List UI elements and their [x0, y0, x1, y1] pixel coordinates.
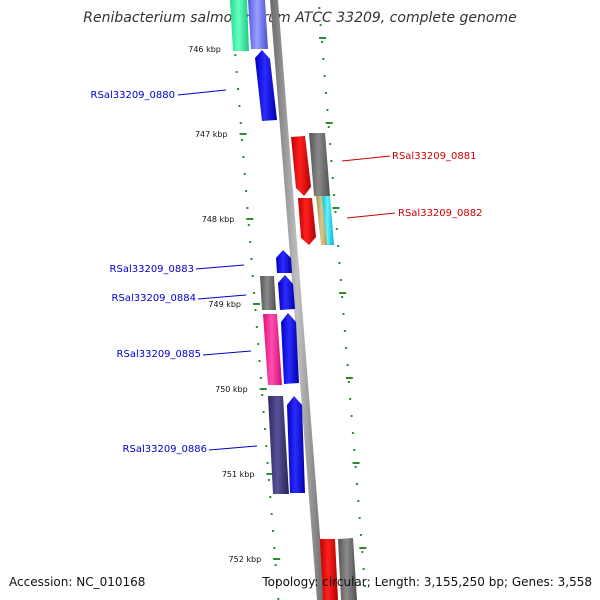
accession-info: Accession: NC_010168 — [9, 575, 145, 589]
gene-gray-0881b[interactable] — [309, 133, 330, 196]
length-label: Length: — [374, 575, 421, 589]
genome-backbone — [270, 0, 325, 600]
genes-label: Genes: — [511, 575, 554, 589]
gene-label-0885[interactable]: RSal33209_0885 — [117, 349, 201, 360]
gene-teal[interactable] — [230, 0, 249, 51]
gene-label-0881[interactable]: RSal33209_0881 — [392, 151, 476, 162]
gene-rsal33209-0886[interactable] — [268, 396, 289, 494]
gene-label-0886[interactable]: RSal33209_0886 — [123, 444, 207, 455]
gene-rsal33209-0884[interactable] — [278, 275, 295, 310]
genome-stats: Topology: circular; Length: 3,155,250 bp… — [262, 575, 592, 589]
kbp-tick-label: 748 kbp — [202, 215, 235, 224]
kbp-tick-label: 749 kbp — [208, 300, 241, 309]
gene-red-bottom[interactable] — [320, 539, 338, 600]
leader-line-0883 — [195, 264, 245, 270]
kbp-tick-label: 750 kbp — [215, 385, 248, 394]
length-value: 3,155,250 bp — [423, 575, 504, 589]
gene-blue-0885b[interactable] — [281, 313, 299, 384]
map-title: Renibacterium salmoninarum ATCC 33209, c… — [83, 10, 517, 26]
gene-label-0884[interactable]: RSal33209_0884 — [112, 293, 196, 304]
kbp-ticks: 746 kbp 747 kbp 748 kbp 749 kbp 750 kbp 751 k… — [188, 45, 281, 564]
gene-rsal33209-0883[interactable] — [276, 250, 292, 273]
gene-blue-0886b[interactable] — [287, 396, 305, 493]
gene-red-reverse[interactable] — [298, 198, 316, 245]
tick-track-left — [230, 3, 280, 600]
leader-line-0884 — [197, 294, 247, 300]
gene-periwinkle[interactable] — [248, 0, 268, 49]
leader-line-0882 — [346, 212, 396, 219]
leader-line-0881 — [341, 155, 391, 162]
gene-label-0883[interactable]: RSal33209_0883 — [110, 264, 194, 275]
leader-line-0880 — [177, 89, 227, 96]
topology-label: Topology: — [262, 575, 319, 589]
gene-rsal33209-0885[interactable] — [263, 314, 282, 385]
gene-label-0880[interactable]: RSal33209_0880 — [91, 90, 175, 101]
kbp-tick-label: 747 kbp — [195, 130, 228, 139]
gene-rsal33209-0880[interactable] — [255, 50, 277, 121]
leader-line-0886 — [208, 445, 258, 451]
kbp-tick-label: 751 kbp — [222, 470, 255, 479]
kbp-tick-label: 746 kbp — [188, 45, 221, 54]
gene-rsal33209-0881[interactable] — [291, 136, 311, 196]
genes-value: 3,558 — [557, 575, 592, 589]
topology-value: circular — [322, 575, 367, 589]
gene-track — [230, 0, 357, 600]
accession-value: NC_010168 — [76, 575, 146, 589]
tick-track-right — [318, 7, 367, 587]
gene-gray-0884[interactable] — [260, 276, 276, 310]
kbp-tick-label: 752 kbp — [229, 555, 262, 564]
gene-labels: RSal33209_0880 RSal33209_0881 RSal33209_… — [91, 89, 482, 455]
gene-rsal33209-0882[interactable] — [322, 196, 334, 245]
gene-label-0882[interactable]: RSal33209_0882 — [398, 208, 482, 219]
leader-line-0885 — [202, 350, 252, 356]
gene-gray-bottom[interactable] — [338, 538, 357, 600]
accession-label: Accession: — [9, 575, 73, 589]
